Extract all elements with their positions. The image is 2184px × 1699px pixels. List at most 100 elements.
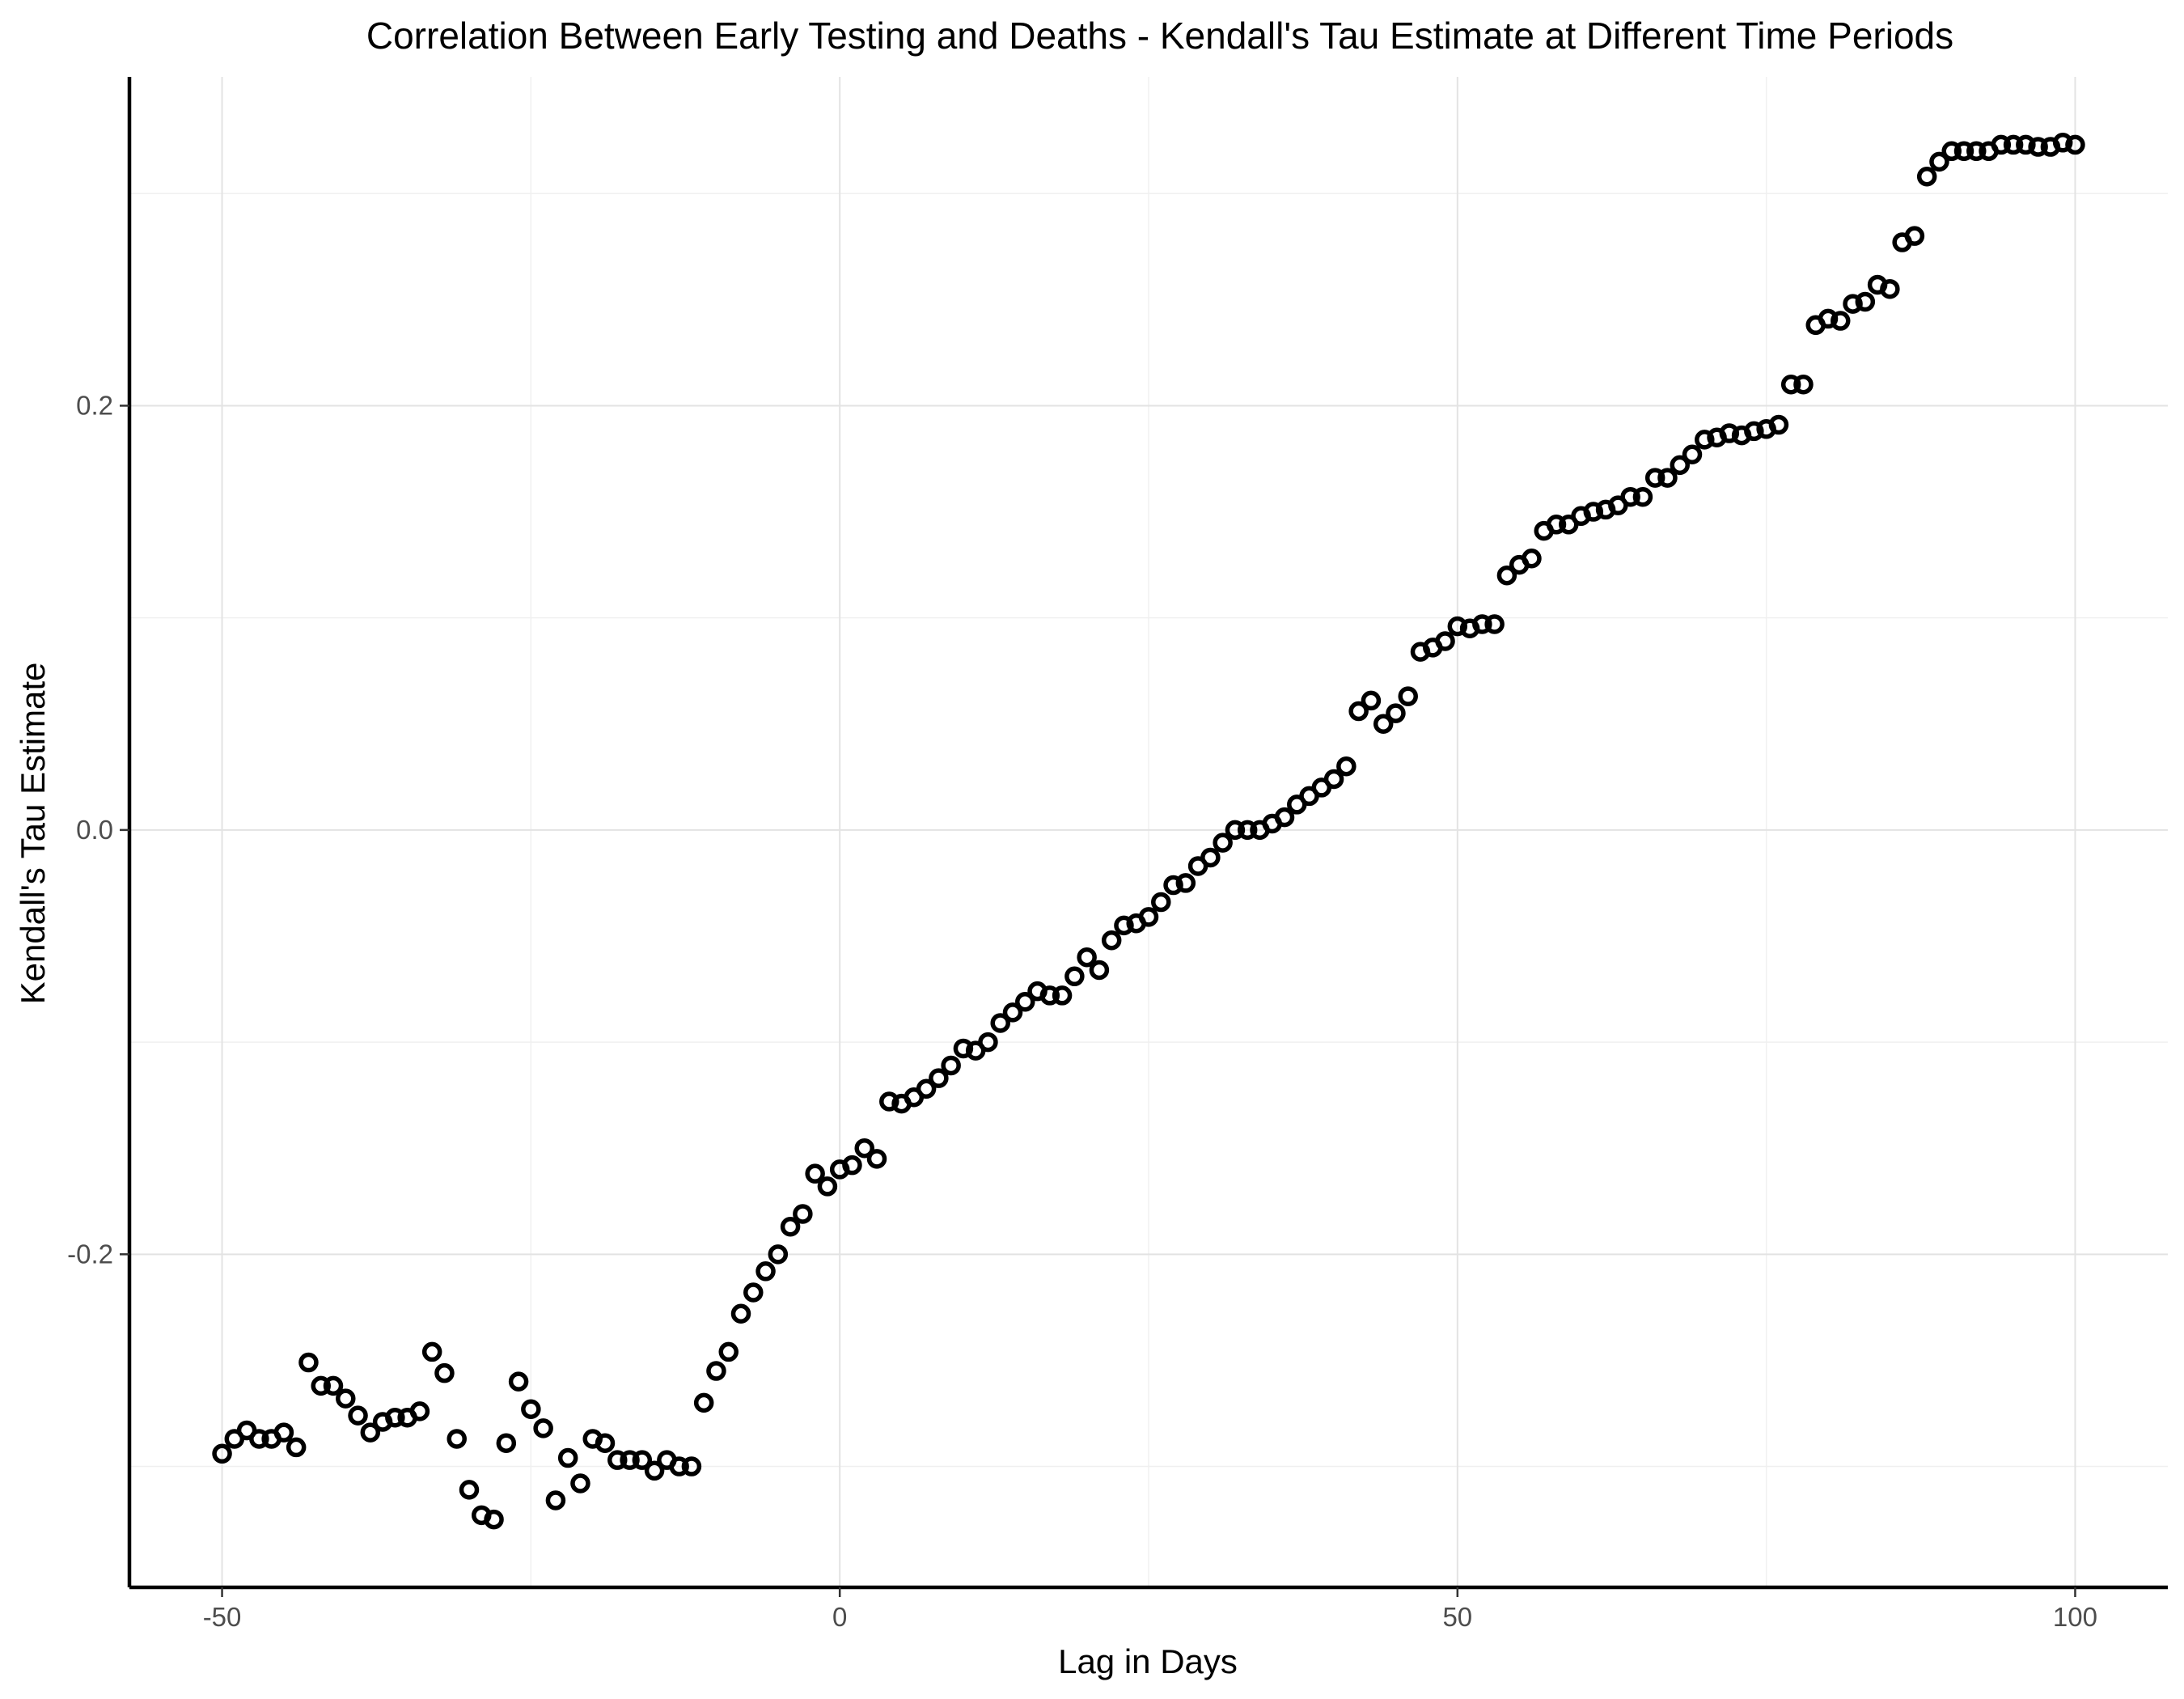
data-point — [348, 1405, 368, 1426]
data-point — [459, 1480, 480, 1500]
data-point — [1831, 311, 1851, 331]
data-point — [1052, 985, 1073, 1006]
data-point — [1916, 166, 1937, 187]
data-point — [298, 1352, 319, 1373]
data-point — [1089, 960, 1110, 981]
data-point — [644, 1460, 665, 1481]
data-point — [842, 1155, 862, 1176]
data-point — [1670, 455, 1690, 476]
data-point — [1163, 875, 1183, 896]
y-tick-label: 0.2 — [76, 390, 113, 420]
data-point — [1447, 616, 1468, 637]
x-tick-label: -50 — [203, 1602, 242, 1632]
y-axis-title: Kendall's Tau Estimate — [14, 663, 52, 1005]
data-point — [706, 1361, 726, 1381]
data-point — [1941, 141, 1962, 162]
data-point — [484, 1509, 504, 1530]
data-point — [249, 1429, 269, 1449]
data-point — [533, 1418, 553, 1438]
data-point — [693, 1392, 714, 1413]
data-point — [607, 1450, 628, 1470]
data-point — [854, 1138, 874, 1159]
data-point — [1744, 421, 1764, 442]
data-point — [756, 1261, 776, 1282]
data-point — [681, 1456, 702, 1477]
data-point — [1632, 486, 1653, 507]
data-point — [1225, 820, 1246, 841]
data-point — [1114, 915, 1134, 936]
data-points — [212, 133, 2085, 1530]
data-point — [1077, 947, 1097, 968]
data-point — [1496, 565, 1517, 586]
data-point — [1953, 141, 1974, 162]
grid-lines — [129, 77, 2168, 1587]
data-point — [1929, 151, 1949, 172]
data-point — [1175, 873, 1196, 893]
axes — [127, 77, 2168, 1590]
data-point — [1039, 985, 1060, 1006]
data-point — [1843, 294, 1863, 314]
data-point — [1237, 820, 1258, 841]
data-point — [521, 1399, 541, 1419]
data-point — [1361, 690, 1382, 711]
data-point — [1583, 502, 1604, 522]
data-point — [953, 1038, 974, 1059]
data-point — [1213, 833, 1233, 853]
data-point — [768, 1244, 789, 1265]
data-point — [1373, 714, 1394, 735]
data-point — [718, 1341, 739, 1362]
data-point — [1966, 141, 1987, 162]
data-point — [941, 1055, 961, 1076]
axis-ticks: -50 0 50 100 -0.2 0.0 0.2 — [67, 390, 2097, 1632]
data-point — [323, 1375, 344, 1396]
data-point — [1719, 423, 1740, 443]
data-point — [2065, 134, 2085, 155]
data-point — [1101, 930, 1122, 951]
y-tick-label: 0.0 — [76, 815, 113, 845]
data-point — [2016, 134, 2036, 155]
data-point — [669, 1456, 689, 1477]
data-point — [557, 1447, 578, 1468]
data-point — [1657, 468, 1678, 488]
data-point — [879, 1091, 899, 1112]
data-point — [1386, 703, 1406, 723]
data-point — [632, 1450, 653, 1470]
x-tick-label: 50 — [1442, 1602, 1472, 1632]
data-point — [1695, 430, 1715, 450]
data-point — [1002, 1002, 1023, 1023]
data-point — [1682, 444, 1703, 464]
data-point — [1348, 701, 1369, 722]
data-point — [1472, 614, 1492, 634]
data-point — [1151, 892, 1171, 913]
data-point — [1064, 966, 1085, 987]
x-tick-label: 100 — [2053, 1602, 2097, 1632]
y-tick-label: -0.2 — [67, 1239, 113, 1269]
data-point — [1546, 515, 1567, 535]
data-point — [1780, 374, 1801, 395]
data-point — [929, 1068, 949, 1088]
data-point — [1323, 769, 1344, 790]
data-point — [1991, 134, 2012, 155]
x-tick-label: 0 — [832, 1602, 847, 1632]
data-point — [1274, 807, 1295, 828]
data-point — [2052, 133, 2073, 153]
data-point — [360, 1422, 381, 1443]
data-point — [570, 1473, 590, 1494]
data-point — [212, 1443, 232, 1464]
data-point — [595, 1433, 616, 1453]
data-point — [620, 1450, 640, 1470]
data-point — [817, 1176, 838, 1197]
data-point — [1620, 486, 1640, 507]
data-point — [311, 1375, 331, 1396]
data-point — [1855, 291, 1876, 312]
data-point — [421, 1341, 442, 1362]
data-point — [990, 1013, 1010, 1033]
data-point — [1200, 847, 1221, 868]
data-point — [978, 1032, 998, 1053]
data-point — [2003, 134, 2024, 155]
data-point — [916, 1078, 937, 1099]
data-point — [1904, 226, 1925, 246]
data-point — [508, 1371, 529, 1392]
data-point — [385, 1407, 405, 1428]
